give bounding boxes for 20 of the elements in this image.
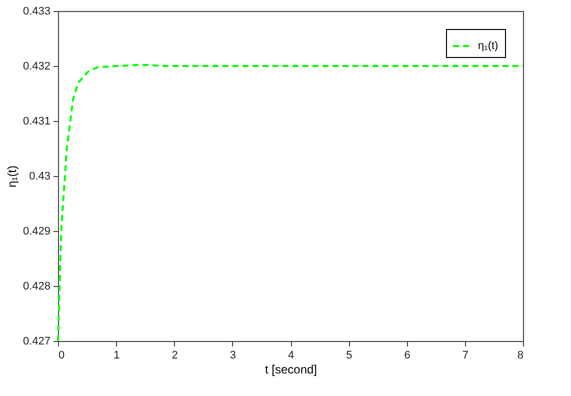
x-tick-label: 6: [404, 350, 410, 362]
y-tick-label: 0.433: [22, 6, 50, 18]
y-tick-label: 0.427: [22, 336, 50, 348]
x-tick-label: 1: [114, 350, 120, 362]
y-tick-label: 0.432: [22, 60, 50, 72]
x-tick-label: 5: [346, 350, 352, 362]
y-tick-label: 0.43: [29, 170, 50, 182]
x-tick-label: 7: [462, 350, 468, 362]
x-tick-label: 2: [172, 350, 178, 362]
y-tick-label: 0.429: [22, 226, 50, 238]
line-series: [57, 64, 524, 342]
x-tick-label: 0: [58, 350, 65, 362]
x-axis-title: t [second]: [264, 362, 318, 376]
legend-label: η₁(t): [478, 40, 498, 52]
y-tick-label: 0.428: [22, 280, 50, 292]
y-tick-label: 0.431: [22, 116, 50, 128]
x-tick-label: 4: [288, 350, 294, 362]
x-tick-label: 8: [517, 350, 524, 362]
y-axis-title: η₁(t): [4, 165, 19, 188]
x-tick-label: 3: [230, 350, 236, 362]
